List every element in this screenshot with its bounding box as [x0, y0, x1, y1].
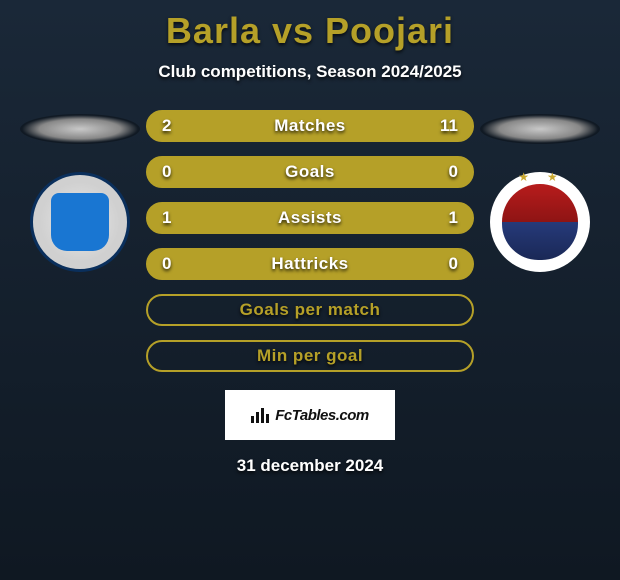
- badge-right-shield: [502, 184, 578, 260]
- stat-row-assists: 1 Assists 1: [146, 202, 474, 234]
- stat-row-min-per-goal: Min per goal: [146, 340, 474, 372]
- date-text: 31 december 2024: [237, 456, 384, 476]
- stat-right-value: 0: [449, 162, 458, 182]
- stat-left-value: 0: [162, 162, 171, 182]
- comparison-card: Barla vs Poojari Club competitions, Seas…: [0, 0, 620, 476]
- star-icon: ★★: [490, 170, 590, 184]
- stat-label: Goals per match: [240, 300, 381, 320]
- player-left-column: [20, 110, 140, 272]
- attribution-text: FcTables.com: [275, 407, 368, 424]
- player-left-photo: [20, 114, 140, 144]
- stat-row-goals-per-match: Goals per match: [146, 294, 474, 326]
- stat-row-matches: 2 Matches 11: [146, 110, 474, 142]
- page-subtitle: Club competitions, Season 2024/2025: [158, 62, 461, 82]
- stat-row-hattricks: 0 Hattricks 0: [146, 248, 474, 280]
- stat-left-value: 1: [162, 208, 171, 228]
- bar-chart-icon: [251, 407, 271, 423]
- stat-left-value: 0: [162, 254, 171, 274]
- player-right-column: ★★: [480, 110, 600, 272]
- stat-label: Assists: [278, 208, 342, 228]
- stats-column: 2 Matches 11 0 Goals 0 1 Assists 1 0 Hat…: [140, 110, 480, 372]
- stat-right-value: 1: [449, 208, 458, 228]
- club-badge-left: [30, 172, 130, 272]
- stat-right-value: 11: [440, 116, 458, 136]
- stat-right-value: 0: [449, 254, 458, 274]
- club-badge-right: ★★: [490, 172, 590, 272]
- stat-label: Min per goal: [257, 346, 363, 366]
- stat-left-value: 2: [162, 116, 171, 136]
- stat-label: Goals: [285, 162, 335, 182]
- player-right-photo: [480, 114, 600, 144]
- attribution-badge: FcTables.com: [225, 390, 395, 440]
- page-title: Barla vs Poojari: [166, 10, 454, 52]
- stat-row-goals: 0 Goals 0: [146, 156, 474, 188]
- stat-label: Matches: [274, 116, 346, 136]
- stat-label: Hattricks: [271, 254, 348, 274]
- main-row: 2 Matches 11 0 Goals 0 1 Assists 1 0 Hat…: [0, 110, 620, 372]
